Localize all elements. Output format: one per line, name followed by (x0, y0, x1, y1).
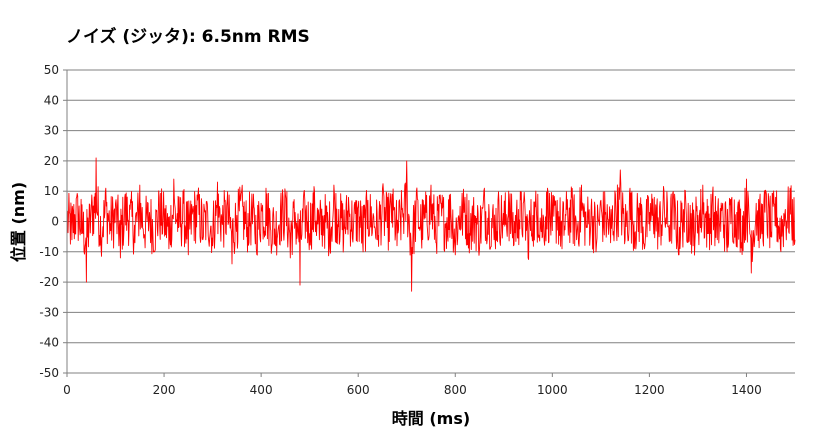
x-tick-label: 200 (153, 383, 176, 397)
y-tick-label: 20 (44, 154, 59, 168)
y-tick-label: 40 (44, 93, 59, 107)
y-tick-label: 10 (44, 184, 59, 198)
y-tick-label: 30 (44, 124, 59, 138)
y-axis-title: 位置 (nm) (9, 182, 28, 262)
x-tick-label: 1000 (537, 383, 568, 397)
y-tick-label: -40 (39, 336, 59, 350)
y-tick-label: -10 (39, 245, 59, 259)
x-tick-label: 0 (63, 383, 71, 397)
x-axis-title: 時間 (ms) (392, 409, 470, 428)
y-tick-labels: 50 40 30 20 10 0 -10 -20 -30 -40 -50 (39, 63, 59, 380)
grid-lines (63, 69, 795, 374)
noise-series-line (66, 157, 796, 292)
y-tick-label: 0 (51, 215, 59, 229)
y-tick-label: -20 (39, 275, 59, 289)
y-tick-label: -50 (39, 366, 59, 380)
x-tick-labels: 0 200 400 600 800 1000 1200 1400 (63, 373, 762, 397)
x-tick-label: 1400 (731, 383, 762, 397)
y-tick-label: -30 (39, 305, 59, 319)
y-tick-label: 50 (44, 63, 59, 77)
x-tick-label: 600 (347, 383, 370, 397)
x-tick-label: 1200 (634, 383, 665, 397)
chart-title: ノイズ (ジッタ): 6.5nm RMS (66, 27, 310, 47)
x-tick-label: 400 (250, 383, 273, 397)
series-group (66, 157, 796, 292)
x-tick-label: 800 (444, 383, 467, 397)
